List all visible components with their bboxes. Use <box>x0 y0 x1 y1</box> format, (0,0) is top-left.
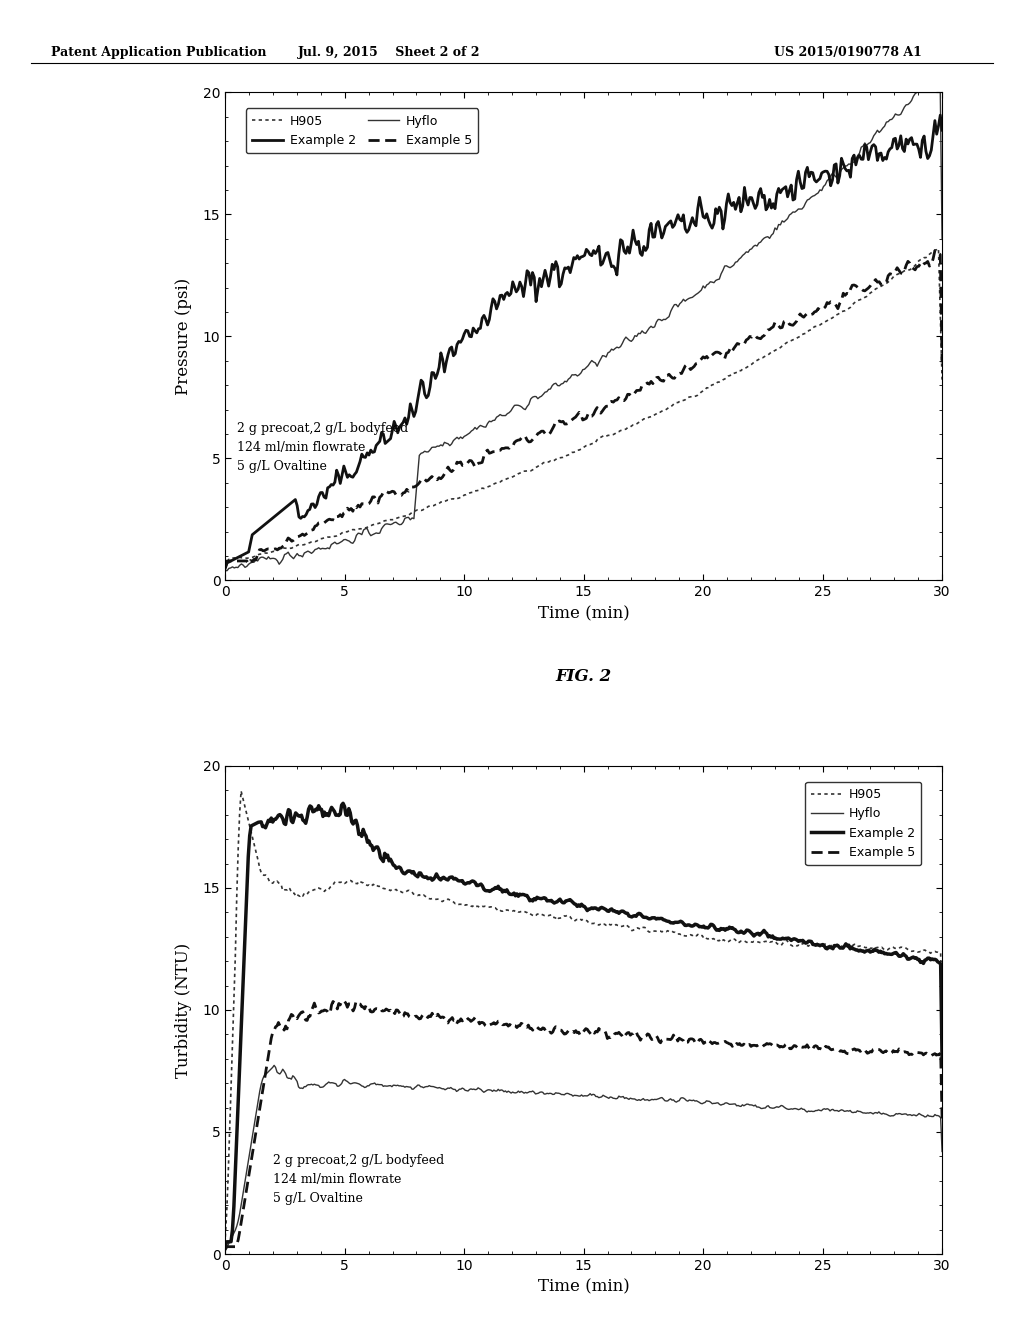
Legend: H905, Example 2, Hyflo, Example 5: H905, Example 2, Hyflo, Example 5 <box>246 108 478 153</box>
Text: 2 g precoat,2 g/L bodyfeed
124 ml/min flowrate
5 g/L Ovaltine: 2 g precoat,2 g/L bodyfeed 124 ml/min fl… <box>238 422 409 473</box>
Text: Jul. 9, 2015    Sheet 2 of 2: Jul. 9, 2015 Sheet 2 of 2 <box>298 46 480 59</box>
Y-axis label: Pressure (psi): Pressure (psi) <box>175 277 191 395</box>
Text: FIG. 2: FIG. 2 <box>556 668 611 685</box>
Text: US 2015/0190778 A1: US 2015/0190778 A1 <box>774 46 922 59</box>
Text: Patent Application Publication: Patent Application Publication <box>51 46 266 59</box>
Legend: H905, Hyflo, Example 2, Example 5: H905, Hyflo, Example 2, Example 5 <box>805 781 922 865</box>
X-axis label: Time (min): Time (min) <box>538 605 630 622</box>
X-axis label: Time (min): Time (min) <box>538 1278 630 1295</box>
Y-axis label: Turbidity (NTU): Turbidity (NTU) <box>175 942 191 1077</box>
Text: 2 g precoat,2 g/L bodyfeed
124 ml/min flowrate
5 g/L Ovaltine: 2 g precoat,2 g/L bodyfeed 124 ml/min fl… <box>273 1154 444 1205</box>
